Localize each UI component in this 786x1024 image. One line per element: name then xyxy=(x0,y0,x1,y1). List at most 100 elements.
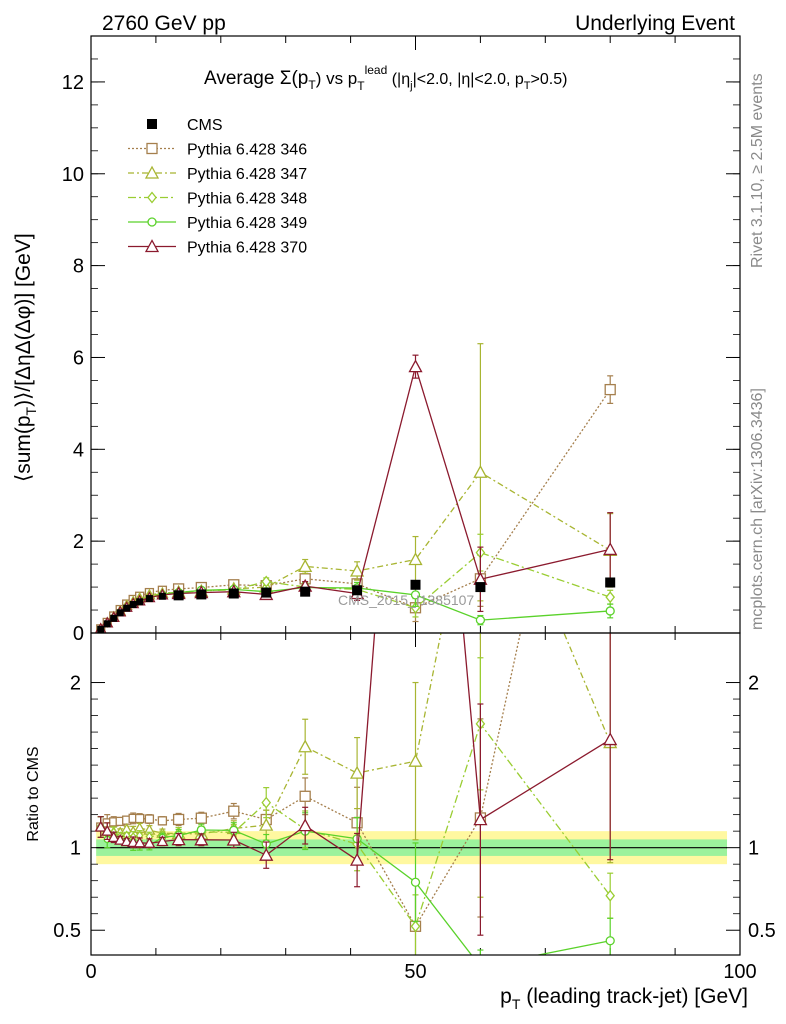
main-ytick-label-0: 0 xyxy=(73,623,84,645)
ratio-point xyxy=(261,796,272,809)
cms-point xyxy=(605,577,616,588)
cms-point xyxy=(173,590,184,601)
xlabel-part-b: T xyxy=(512,996,521,1012)
legend-marker-4 xyxy=(144,239,160,253)
cms-point xyxy=(116,609,124,617)
legend-marker-2 xyxy=(147,191,157,204)
ratio-ytick-label-right-1: 1 xyxy=(748,838,759,860)
title-part-a: Average xyxy=(204,68,280,89)
header-right: Underlying Event xyxy=(575,12,735,35)
legend: CMS Pythia 6.428 346 Pythia 6.428 347 Pythi… xyxy=(128,117,307,257)
ratio-series-4 xyxy=(94,95,618,936)
ratio-point xyxy=(194,832,209,846)
cms-point xyxy=(261,587,272,598)
ratio-ytick-label-right-0: 0.5 xyxy=(748,920,776,942)
title-part-c: T xyxy=(308,78,316,92)
legend-label-1: Pythia 6.428 347 xyxy=(187,166,307,183)
ratio-point xyxy=(157,816,168,826)
series-point xyxy=(473,464,488,478)
watermark: CMS_2015_I1385107 xyxy=(338,592,474,608)
cms-point xyxy=(129,601,137,609)
ratio-point xyxy=(156,835,169,847)
ratio-point xyxy=(226,832,241,846)
series-point xyxy=(349,563,365,577)
ratio-point xyxy=(171,832,186,846)
ratio-point xyxy=(259,817,274,831)
legend-marker-3 xyxy=(147,217,157,227)
ratio-point xyxy=(410,920,421,933)
ratio-ytick-label-2: 2 xyxy=(70,673,81,695)
cms-point xyxy=(136,598,144,606)
series-point xyxy=(408,552,423,566)
x-axis-label: pT (leading track-jet) [GeV] xyxy=(500,985,748,1012)
legend-label-0: Pythia 6.428 346 xyxy=(187,142,307,159)
title-part-k: >0.5) xyxy=(531,71,568,88)
ratio-point xyxy=(410,877,421,887)
cms-point xyxy=(110,614,118,622)
side-label-top: Rivet 3.1.10, ≥ 2.5M events xyxy=(749,73,766,268)
cms-point xyxy=(103,620,111,628)
main-series-group xyxy=(94,343,618,633)
ylabel-part-b: T xyxy=(23,406,39,415)
legend-label-3: Pythia 6.428 349 xyxy=(187,215,307,232)
main-ytick-label-5: 10 xyxy=(62,164,84,186)
main-ytick-label-6: 12 xyxy=(62,72,84,94)
series-point xyxy=(261,575,272,588)
ratio-point xyxy=(101,824,114,836)
ratio-point xyxy=(107,831,120,842)
ratio-point xyxy=(476,963,484,971)
main-ytick-label-3: 6 xyxy=(73,347,84,369)
ratio-series-2 xyxy=(96,657,616,955)
xtick-label-2: 100 xyxy=(723,961,756,983)
ratio-point xyxy=(172,813,185,826)
ylabel-part-c: )⟩/[ΔηΔ(Δφ)] [GeV] xyxy=(12,233,35,407)
series-point xyxy=(475,615,486,625)
ratio-point xyxy=(349,765,365,779)
cms-point xyxy=(228,588,239,599)
ratio-point xyxy=(410,95,422,106)
main-ytick-label-4: 8 xyxy=(73,256,84,278)
ratio-point xyxy=(144,814,155,824)
title-part-f: lead xyxy=(365,63,388,77)
ratio-point xyxy=(473,812,488,826)
series-point xyxy=(408,359,423,373)
ratio-point xyxy=(298,739,313,753)
title-part-e: T xyxy=(357,79,365,93)
ratio-band xyxy=(96,831,728,865)
main-y-label: ⟨sum(pT)⟩/[ΔηΔ(Δφ)] [GeV] xyxy=(12,233,39,482)
ratio-point xyxy=(228,805,240,817)
cms-point xyxy=(410,579,421,590)
cms-point xyxy=(300,586,311,597)
side-label-bottom: mcplots.cern.ch [arXiv:1306.3436] xyxy=(749,388,766,630)
series-point xyxy=(410,590,421,600)
legend-marker-0 xyxy=(146,142,158,155)
ratio-point xyxy=(133,836,146,848)
ratio-ytick-label-right-2: 2 xyxy=(748,673,759,695)
ratio-point xyxy=(114,833,127,845)
ratio-point xyxy=(259,847,274,861)
title-part-g: (|η xyxy=(387,71,410,88)
main-x-axis xyxy=(90,36,741,633)
cms-point xyxy=(145,595,153,603)
xtick-label-1: 50 xyxy=(404,961,426,983)
cms-points xyxy=(97,577,616,633)
title-part-b: Σ(p xyxy=(280,68,309,89)
main-y-axis: 0 2 4 6 8 10 12 xyxy=(62,35,740,645)
ratio-point xyxy=(143,836,156,848)
legend-label-2: Pythia 6.428 348 xyxy=(187,191,307,208)
series-point xyxy=(604,383,616,396)
cms-point xyxy=(123,604,131,612)
series-point xyxy=(605,591,616,604)
legend-marker-1 xyxy=(144,165,160,179)
ratio-line-0 xyxy=(100,633,522,928)
cms-point xyxy=(97,625,105,633)
ratio-line-4 xyxy=(100,633,611,862)
ratio-point xyxy=(605,212,615,222)
ratio-point xyxy=(408,753,423,767)
main-ytick-label-1: 2 xyxy=(73,531,84,553)
ratio-point xyxy=(603,732,618,746)
ylabel-part-a: ⟨sum(p xyxy=(12,415,35,482)
series-point xyxy=(298,559,313,573)
